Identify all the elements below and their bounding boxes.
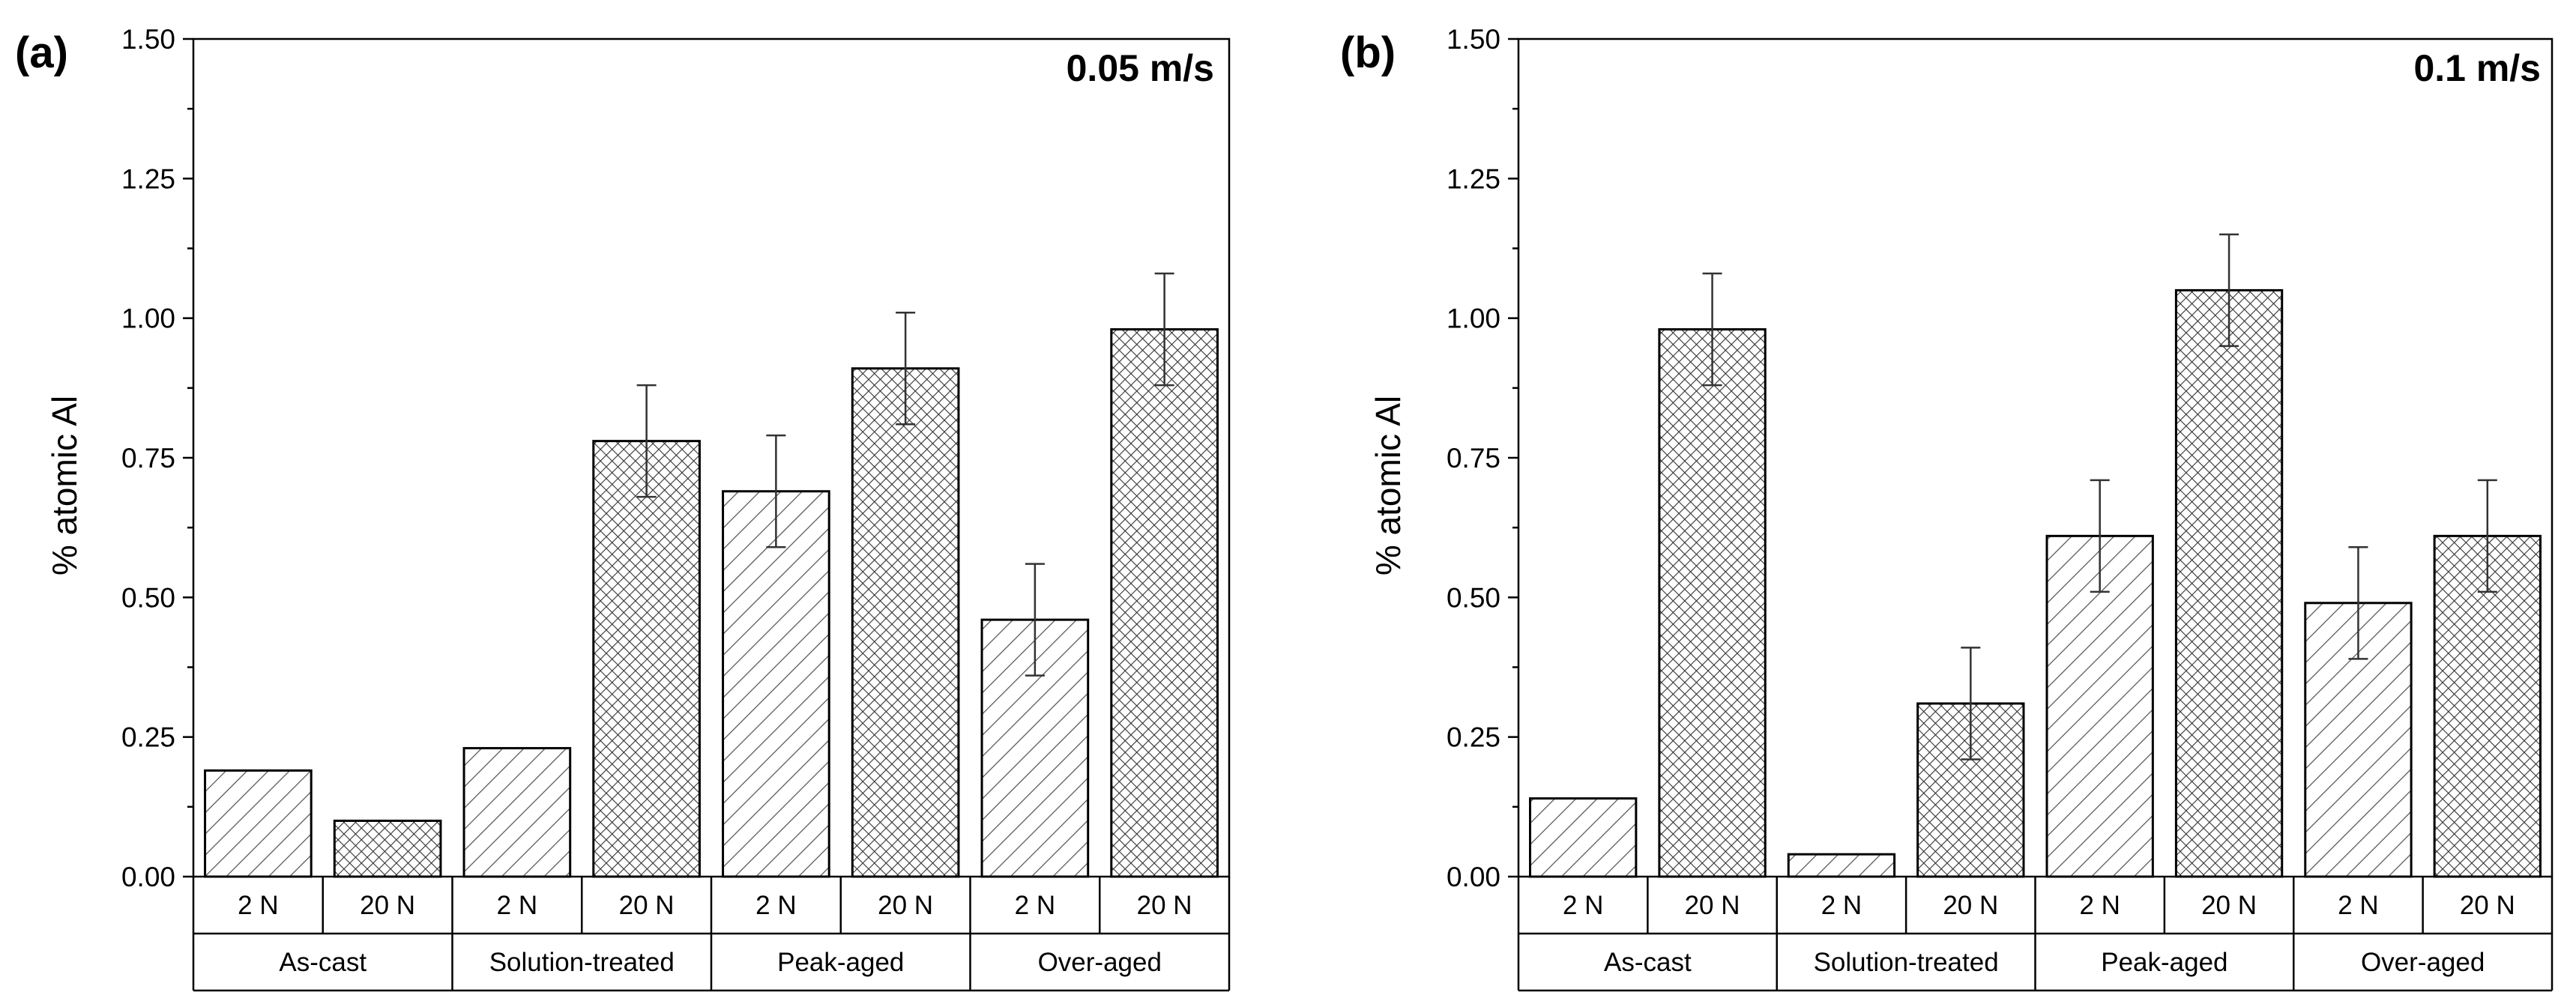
group-label: Peak-aged — [777, 948, 904, 977]
bar — [722, 490, 830, 878]
group-label: As-cast — [279, 948, 367, 977]
bar — [333, 819, 442, 878]
x-tick-label: 2 N — [238, 891, 278, 920]
y-tick-label: 1.50 — [121, 24, 175, 55]
x-tick-label: 20 N — [2201, 891, 2257, 920]
bar — [1529, 797, 1638, 878]
y-tick-label: 0.00 — [121, 862, 175, 892]
error-bar — [2477, 479, 2497, 593]
error-bar — [1702, 272, 1722, 387]
bar-group — [1529, 288, 2542, 878]
chart-title: 0.05 m/s — [1067, 47, 1214, 89]
y-axis-label: % atomic Al — [1369, 396, 1408, 575]
x-tick-label: 20 N — [619, 891, 675, 920]
x-tick-label: 2 N — [1015, 891, 1055, 920]
y-tick-label: 0.75 — [121, 443, 175, 474]
y-tick-label: 1.25 — [1447, 163, 1500, 194]
y-axis: 0.00 0.25 0.50 0.75 1.00 1.25 1.50 — [1447, 24, 1518, 892]
bar — [592, 440, 701, 878]
x-tick-label: 20 N — [2460, 891, 2515, 920]
error-bar — [1025, 563, 1045, 677]
x-tick-label: 2 N — [497, 891, 537, 920]
x-tick-label: 20 N — [360, 891, 415, 920]
y-tick-label: 0.50 — [121, 582, 175, 613]
category-table: 2 N 20 N 2 N 20 N 2 N 20 N 2 N 20 N As-cast Solut… — [1517, 877, 2554, 992]
bar — [1787, 853, 1896, 878]
error-bar — [2090, 479, 2110, 593]
y-tick-label: 1.25 — [121, 163, 175, 194]
bar — [204, 769, 313, 878]
y-axis: 0.00 0.25 0.50 0.75 1.00 1.25 1.50 — [121, 24, 193, 892]
bar — [2174, 288, 2284, 878]
bar — [1658, 328, 1767, 878]
x-tick-label: 2 N — [755, 891, 796, 920]
error-bar — [1961, 647, 1981, 760]
y-tick-label: 0.25 — [121, 722, 175, 753]
error-bar — [766, 434, 786, 548]
error-bar — [636, 384, 657, 498]
x-tick-label: 2 N — [2338, 891, 2378, 920]
bar — [851, 367, 960, 878]
category-table: 2 N 20 N 2 N 20 N 2 N 20 N 2 N 20 N As-cast Solut… — [192, 877, 1231, 992]
error-bar — [896, 311, 916, 426]
y-tick-label: 1.50 — [1447, 24, 1500, 55]
group-label: Solution-treated — [489, 948, 675, 977]
group-label: Peak-aged — [2101, 948, 2227, 977]
error-bar-group — [636, 272, 1174, 677]
group-label: As-cast — [1604, 948, 1692, 977]
x-tick-label: 20 N — [1137, 891, 1192, 920]
y-tick-label: 0.00 — [1447, 862, 1500, 892]
x-tick-label: 2 N — [1563, 891, 1603, 920]
error-bar — [2348, 546, 2368, 660]
x-tick-label: 2 N — [1821, 891, 1862, 920]
y-tick-label: 0.25 — [1447, 722, 1500, 753]
group-label: Over-aged — [2361, 948, 2485, 977]
y-tick-label: 0.50 — [1447, 582, 1500, 613]
bar-group — [204, 328, 1219, 878]
group-label: Over-aged — [1038, 948, 1162, 977]
chart-panel-b: (b) 0.1 m/s % atomic Al 0.00 0.25 0.50 0.75… — [1340, 24, 2554, 992]
error-bar — [1154, 272, 1174, 387]
x-tick-label: 20 N — [1943, 891, 1998, 920]
x-tick-label: 20 N — [1685, 891, 1740, 920]
y-tick-label: 1.00 — [1447, 303, 1500, 334]
error-bar-group — [1702, 233, 2497, 760]
error-bar — [2219, 233, 2239, 348]
bar — [462, 747, 572, 878]
x-tick-label: 2 N — [2079, 891, 2120, 920]
panel-label: (a) — [15, 28, 68, 77]
chart-title: 0.1 m/s — [2413, 47, 2541, 89]
panel-label: (b) — [1340, 28, 1396, 77]
bar — [1110, 328, 1219, 878]
y-tick-label: 1.00 — [121, 303, 175, 334]
y-tick-label: 0.75 — [1447, 443, 1500, 474]
group-label: Solution-treated — [1814, 948, 1999, 977]
chart-panel-a: (a) 0.05 m/s % atomic Al 0.00 0.25 0.50 0.7… — [15, 24, 1231, 992]
x-tick-label: 20 N — [878, 891, 933, 920]
y-axis-label: % atomic Al — [45, 396, 84, 575]
